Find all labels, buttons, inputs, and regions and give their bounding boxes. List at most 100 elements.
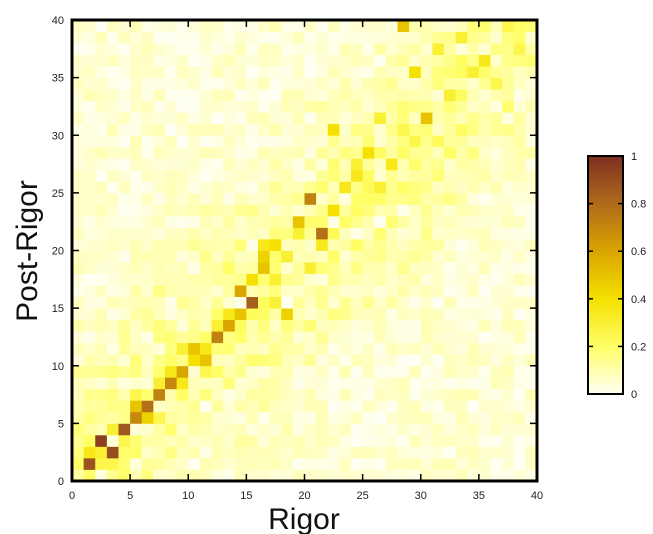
heatmap-cell bbox=[398, 412, 410, 424]
heatmap-cell bbox=[246, 446, 258, 458]
heatmap-cell bbox=[479, 204, 491, 216]
heatmap-cell bbox=[84, 366, 96, 378]
heatmap-cell bbox=[374, 377, 386, 389]
heatmap-cell bbox=[421, 423, 433, 435]
heatmap-cell bbox=[119, 158, 131, 170]
heatmap-cell bbox=[374, 308, 386, 320]
heatmap-cell bbox=[328, 20, 340, 32]
heatmap-cell bbox=[130, 320, 142, 332]
heatmap-cell bbox=[119, 135, 131, 147]
heatmap-cell bbox=[270, 308, 282, 320]
heatmap-cell bbox=[421, 274, 433, 286]
heatmap-cell bbox=[456, 158, 468, 170]
heatmap-cell bbox=[270, 181, 282, 193]
heatmap-cell bbox=[444, 55, 456, 67]
heatmap-cell bbox=[328, 251, 340, 263]
heatmap-cell bbox=[246, 101, 258, 113]
heatmap-cell bbox=[270, 297, 282, 309]
heatmap-cell bbox=[223, 239, 235, 251]
heatmap-cell bbox=[386, 285, 398, 297]
heatmap-cell bbox=[479, 354, 491, 366]
heatmap-cell bbox=[339, 20, 351, 32]
heatmap-cell bbox=[165, 55, 177, 67]
heatmap-cell bbox=[386, 101, 398, 113]
heatmap-cell bbox=[456, 193, 468, 205]
heatmap-cell bbox=[246, 366, 258, 378]
heatmap-cell bbox=[305, 227, 317, 239]
heatmap-cell bbox=[212, 181, 224, 193]
heatmap-cell bbox=[188, 343, 200, 355]
heatmap-cell bbox=[165, 101, 177, 113]
heatmap-cell bbox=[95, 181, 107, 193]
heatmap-cell bbox=[444, 435, 456, 447]
heatmap-cell bbox=[246, 239, 258, 251]
heatmap-cell bbox=[119, 354, 131, 366]
heatmap-cell bbox=[165, 78, 177, 90]
heatmap-cell bbox=[235, 377, 247, 389]
heatmap-cell bbox=[246, 274, 258, 286]
heatmap-cell bbox=[223, 20, 235, 32]
heatmap-cell bbox=[316, 147, 328, 159]
heatmap-cell bbox=[165, 32, 177, 44]
heatmap-cell bbox=[339, 354, 351, 366]
heatmap-cell bbox=[328, 89, 340, 101]
heatmap-cell bbox=[386, 320, 398, 332]
heatmap-cell bbox=[293, 135, 305, 147]
heatmap-cell bbox=[316, 435, 328, 447]
heatmap-cell bbox=[432, 412, 444, 424]
heatmap-cell bbox=[72, 239, 84, 251]
heatmap-cell bbox=[212, 101, 224, 113]
heatmap-cell bbox=[409, 32, 421, 44]
heatmap-cell bbox=[374, 55, 386, 67]
heatmap-cell bbox=[491, 343, 503, 355]
heatmap-cell bbox=[107, 331, 119, 343]
heatmap-cell bbox=[316, 32, 328, 44]
heatmap-cell bbox=[363, 101, 375, 113]
heatmap-cell bbox=[130, 147, 142, 159]
heatmap-cell bbox=[200, 285, 212, 297]
heatmap-cell bbox=[363, 89, 375, 101]
heatmap-cell bbox=[316, 158, 328, 170]
heatmap-cell bbox=[130, 423, 142, 435]
heatmap-cell bbox=[177, 320, 189, 332]
heatmap-cell bbox=[479, 170, 491, 182]
heatmap-cell bbox=[119, 331, 131, 343]
heatmap-cell bbox=[374, 446, 386, 458]
heatmap-cell bbox=[398, 170, 410, 182]
heatmap-cell bbox=[72, 331, 84, 343]
heatmap-cell bbox=[421, 285, 433, 297]
heatmap-cell bbox=[502, 239, 514, 251]
heatmap-cell bbox=[72, 274, 84, 286]
heatmap-cell bbox=[95, 389, 107, 401]
heatmap-cell bbox=[409, 400, 421, 412]
heatmap-cell bbox=[212, 216, 224, 228]
heatmap-cell bbox=[153, 412, 165, 424]
heatmap-cell bbox=[328, 32, 340, 44]
heatmap-cell bbox=[246, 216, 258, 228]
heatmap-cell bbox=[142, 66, 154, 78]
heatmap-cell bbox=[153, 227, 165, 239]
heatmap-cell bbox=[130, 170, 142, 182]
heatmap-cell bbox=[374, 158, 386, 170]
heatmap-cell bbox=[339, 297, 351, 309]
heatmap-cell bbox=[421, 78, 433, 90]
heatmap-cell bbox=[258, 43, 270, 55]
heatmap-cell bbox=[316, 43, 328, 55]
heatmap-cell bbox=[386, 43, 398, 55]
heatmap-cell bbox=[293, 20, 305, 32]
heatmap-cell bbox=[479, 377, 491, 389]
heatmap-cell bbox=[107, 124, 119, 136]
heatmap-cell bbox=[444, 20, 456, 32]
heatmap-cell bbox=[316, 181, 328, 193]
heatmap-cell bbox=[246, 55, 258, 67]
heatmap-cell bbox=[177, 124, 189, 136]
heatmap-cell bbox=[258, 320, 270, 332]
heatmap-cell bbox=[363, 66, 375, 78]
heatmap-cell bbox=[107, 170, 119, 182]
heatmap-cell bbox=[223, 216, 235, 228]
heatmap-cell bbox=[84, 204, 96, 216]
heatmap-cell bbox=[386, 400, 398, 412]
heatmap-cell bbox=[212, 193, 224, 205]
heatmap-cell bbox=[363, 170, 375, 182]
